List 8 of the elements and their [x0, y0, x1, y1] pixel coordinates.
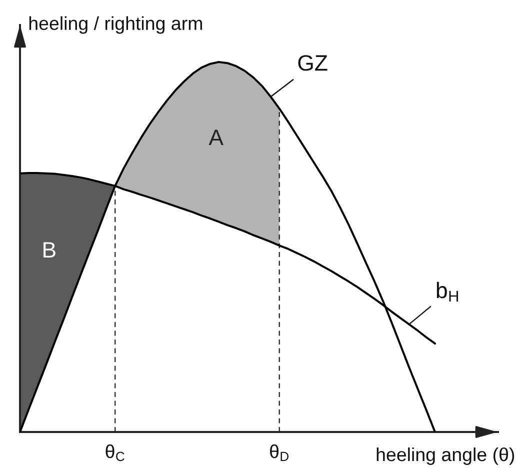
series-label: GZ — [298, 55, 328, 71]
y-axis-title: heeling / righting arm — [29, 16, 202, 34]
series-label: A — [208, 130, 224, 145]
series-label: B — [44, 242, 56, 258]
x-tick-label: θ$_{D}$ — [270, 444, 289, 461]
x-tick-label: θ$_{C}$ — [106, 444, 124, 462]
series-label: b$_{H}$ — [436, 282, 458, 302]
x-axis-title: heeling angle (θ) — [376, 447, 514, 465]
